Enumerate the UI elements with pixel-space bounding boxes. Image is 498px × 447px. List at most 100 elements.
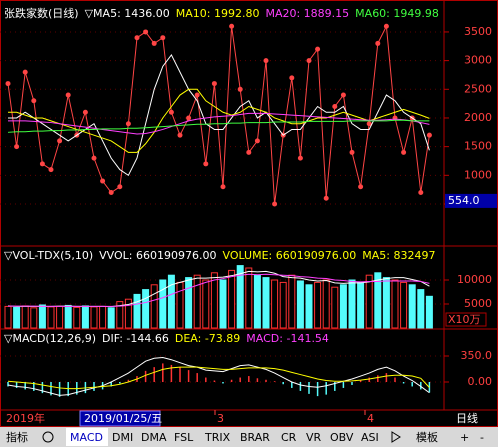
- value-dot: [5, 81, 11, 87]
- value-dot: [401, 149, 407, 155]
- y-tick-label: 3000: [464, 54, 492, 67]
- tab[interactable]: 模板: [416, 430, 438, 444]
- volume-bar: [374, 272, 382, 329]
- panel-header: MACD: -141.54: [246, 332, 329, 345]
- tab[interactable]: 指标: [6, 430, 28, 444]
- panel-header: VOLUME: 660190976.00: [222, 249, 356, 262]
- value-dot: [383, 23, 389, 29]
- value-dot: [39, 161, 45, 167]
- volume-bar: [219, 279, 227, 329]
- ma-line: [8, 112, 430, 135]
- volume-bar: [193, 274, 201, 329]
- panel-header: ▽MACD(12,26,9): [4, 332, 96, 345]
- tab[interactable]: TRIX: [204, 431, 231, 444]
- value-dot: [100, 178, 106, 184]
- y-tick-label: 2000: [464, 111, 492, 124]
- y-tick-label: 3500: [464, 25, 492, 38]
- icon[interactable]: [391, 431, 401, 443]
- value-dot: [263, 58, 269, 64]
- tab[interactable]: ASI: [361, 431, 379, 444]
- volume-bar: [133, 293, 141, 329]
- tab-selected: [66, 428, 108, 446]
- y-tick-label: 1500: [464, 140, 492, 153]
- tab[interactable]: +: [460, 431, 469, 444]
- tab[interactable]: BRAR: [240, 431, 270, 444]
- value-line: [7, 24, 430, 205]
- ma-line: [7, 366, 430, 390]
- volume-bar: [296, 280, 304, 329]
- panel-header: DEA: -73.89: [175, 332, 240, 345]
- value-dot: [91, 155, 97, 161]
- value-dot: [220, 184, 226, 190]
- ma-line: [8, 53, 430, 177]
- icon[interactable]: [42, 431, 54, 443]
- value-dot: [186, 115, 192, 121]
- volume-bar: [288, 274, 296, 329]
- volume-bar: [38, 304, 46, 329]
- panel-header: ▽VOL-TDX(5,10): [4, 249, 93, 262]
- value-dot: [57, 138, 63, 144]
- volume-bar: [253, 274, 261, 329]
- volume-bar: [331, 286, 339, 329]
- volume-bar: [150, 284, 158, 329]
- value-dot: [82, 109, 88, 115]
- tab[interactable]: VR: [306, 431, 322, 444]
- value-dot: [246, 149, 252, 155]
- value-dot: [194, 92, 200, 98]
- volume-bar: [4, 305, 12, 329]
- value-dot: [168, 109, 174, 115]
- toolbar-bg: [0, 427, 498, 447]
- volume-bar: [271, 279, 279, 329]
- unit-box: [445, 312, 487, 327]
- tab[interactable]: FSL: [174, 431, 194, 444]
- y-tick-label: 1000: [464, 168, 492, 181]
- value-dot: [31, 98, 37, 104]
- volume-bar: [391, 279, 399, 329]
- value-dot: [160, 35, 166, 41]
- value-dot: [254, 138, 260, 144]
- volume-bar: [159, 279, 167, 329]
- value-dot: [289, 75, 295, 81]
- volume-bar: [81, 305, 89, 329]
- volume-bar: [64, 304, 72, 329]
- tab[interactable]: DMI: [112, 431, 133, 444]
- cursor-label: 554.0: [448, 194, 480, 207]
- volume-bar: [408, 284, 416, 329]
- value-dot: [315, 46, 321, 52]
- tab[interactable]: DMA: [141, 431, 167, 444]
- volume-bar: [339, 284, 347, 329]
- cursor-date-box: [79, 410, 161, 427]
- tab[interactable]: OBV: [330, 431, 354, 444]
- tab[interactable]: CR: [281, 431, 297, 444]
- tab[interactable]: -: [480, 431, 484, 444]
- volume-bar: [425, 295, 433, 329]
- value-dot: [151, 40, 157, 46]
- ma-line: [7, 356, 430, 396]
- volume-bar: [116, 301, 124, 329]
- tab[interactable]: MACD: [70, 431, 103, 444]
- value-dot: [306, 58, 312, 64]
- volume-bar: [30, 307, 38, 329]
- unit-label: X10万: [448, 313, 481, 326]
- volume-bar: [142, 289, 150, 329]
- y-tick-label: 2500: [464, 82, 492, 95]
- value-dot: [48, 167, 54, 173]
- month-label: 3: [217, 412, 224, 425]
- value-dot: [108, 190, 114, 196]
- panel-header: MA60: 1949.98: [355, 7, 439, 20]
- volume-bar: [322, 279, 330, 329]
- y-tick-label: 0.00: [468, 375, 493, 388]
- value-dot: [65, 92, 71, 98]
- year-label: 2019年: [6, 411, 45, 425]
- y-tick-label: 10000: [457, 273, 492, 286]
- panel-header: 张跌家数(日线): [4, 6, 79, 20]
- value-dot: [349, 149, 355, 155]
- y-tick-label: 350.0: [461, 349, 493, 362]
- volume-bar: [185, 277, 193, 329]
- volume-bar: [90, 306, 98, 329]
- volume-bar: [176, 281, 184, 329]
- value-dot: [426, 132, 432, 138]
- volume-bar: [279, 281, 287, 329]
- toolbar: 指标 MACD DMI DMA FSL TRIX BRAR CR VR OBV …: [0, 427, 498, 447]
